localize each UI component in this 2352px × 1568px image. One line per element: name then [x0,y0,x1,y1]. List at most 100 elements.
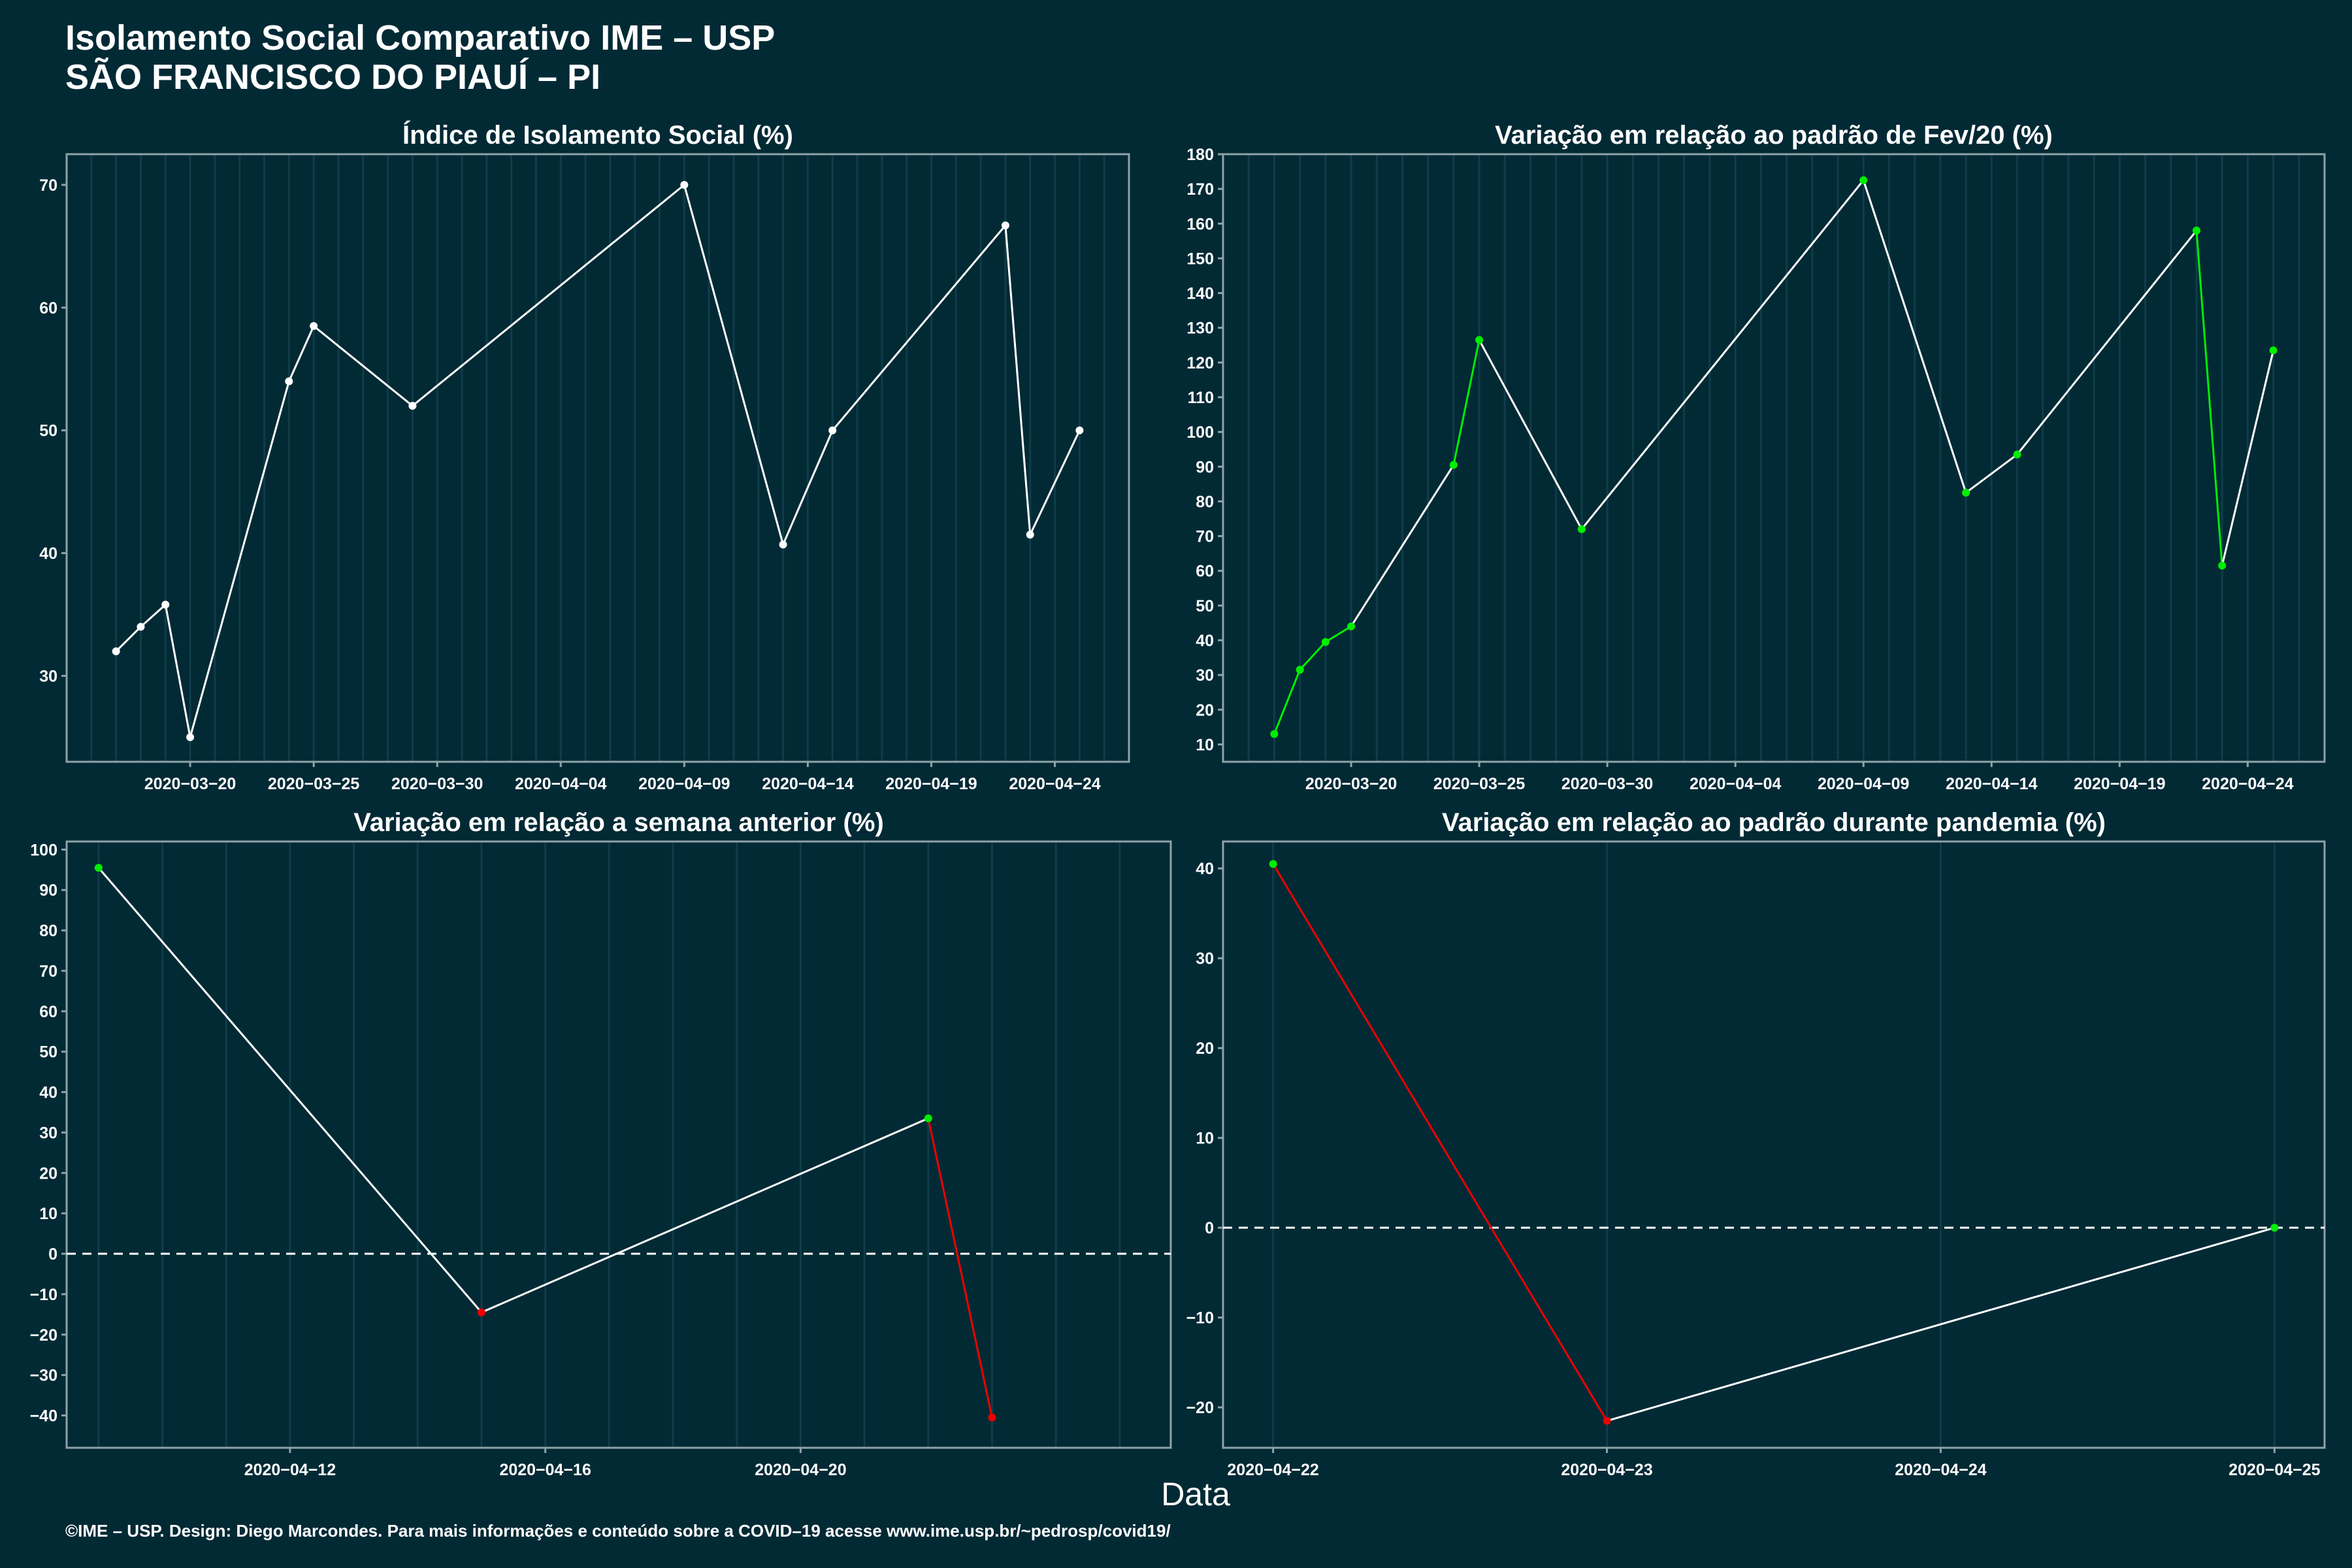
series-segment [683,184,785,545]
data-point [137,623,145,631]
y-tick-label: −20 [30,1326,57,1345]
y-tick-label: 30 [39,667,57,685]
data-point [2270,1224,2279,1232]
y-tick-label: 40 [39,545,57,563]
y-tick-label: 30 [1196,950,1214,968]
chart-panel-2: Variação em relação ao padrão de Fev/20 … [1186,121,2326,793]
y-tick-label: 70 [39,962,57,981]
x-tick-label: 2020−04−20 [755,1461,846,1479]
series-segment [1272,863,1608,1422]
data-point [1269,860,1277,868]
footer-credits: ©IME – USP. Design: Diego Marcondes. Par… [65,1521,1171,1541]
data-point [1321,638,1330,646]
data-point [2269,346,2278,355]
y-tick-label: 20 [1196,1039,1214,1058]
y-tick-label: 80 [1196,493,1214,511]
data-point [2192,226,2200,235]
panel-title: Variação em relação ao padrão de Fev/20 … [1495,121,2053,150]
y-tick-label: 180 [1186,146,1214,164]
x-tick-label: 2020−04−24 [1009,775,1101,793]
series-segment [2195,230,2223,566]
data-point [186,733,195,742]
data-point [779,540,787,549]
data-point [477,1308,485,1316]
y-tick-label: 140 [1186,285,1214,303]
y-tick-label: 20 [39,1164,57,1183]
y-tick-label: 80 [39,922,57,940]
series-segment [1004,225,1032,535]
chart-panel-1: Índice de Isolamento Social (%) 30 40 50 60 7… [39,120,1130,793]
series-segment [1452,340,1480,465]
y-tick-label: 40 [39,1084,57,1102]
x-axis-title: Data [1161,1476,1230,1512]
series-segment [97,867,483,1313]
data-point [924,1114,932,1122]
y-tick-label: 10 [1196,1130,1214,1148]
series-segment [1965,453,2018,494]
y-tick-label: 100 [1186,423,1214,442]
y-tick-label: −20 [1186,1399,1214,1417]
x-tick-label: 2020−04−24 [2202,775,2294,793]
x-tick-label: 2020−03−30 [391,775,483,793]
y-tick-label: 40 [1196,632,1214,650]
x-tick-label: 2020−04−14 [1946,775,2038,793]
y-tick-label: 50 [1196,597,1214,615]
x-tick-label: 2020−04−24 [1895,1461,1987,1479]
chart-panel-4: Variação em relação ao padrão durante pa… [1186,808,2326,1479]
panel-border [1222,840,2326,1449]
series-segment [164,604,191,738]
series-segment [189,381,290,738]
panel-title: Variação em relação a semana anterior (%… [353,808,884,837]
x-tick-label: 2020−03−25 [268,775,360,793]
y-tick-label: 150 [1186,250,1214,268]
series-segment [1325,625,1352,643]
series-segment [1478,339,1583,530]
series-segment [412,184,685,407]
series-segment [1607,1226,2275,1422]
data-point [1001,221,1009,229]
y-tick-label: 0 [1205,1219,1214,1237]
series-segment [1350,464,1455,627]
data-point [988,1413,996,1422]
y-tick-label: −40 [30,1407,57,1426]
chart-title-line2: SÃO FRANCISCO DO PIAUÍ – PI [65,57,601,97]
data-point [2218,561,2227,570]
series-segment [1299,641,1326,671]
y-tick-label: 10 [1196,736,1214,754]
x-tick-label: 2020−04−19 [885,775,977,793]
y-tick-label: 30 [1196,666,1214,685]
series-segment [2221,350,2275,566]
y-tick-label: 70 [39,176,57,195]
x-tick-label: 2020−04−12 [244,1461,336,1479]
y-tick-label: 90 [39,881,57,900]
y-tick-label: 130 [1186,319,1214,338]
x-tick-label: 2020−04−04 [1690,775,1782,793]
x-tick-label: 2020−04−19 [2074,775,2165,793]
x-tick-label: 2020−04−14 [762,775,854,793]
series-segment [140,604,167,628]
x-tick-label: 2020−04−09 [638,775,730,793]
y-tick-label: 90 [1196,458,1214,476]
data-point [1962,489,1970,497]
data-point [1296,666,1304,674]
panel-title: Índice de Isolamento Social (%) [402,120,793,150]
data-point [112,647,120,655]
data-point [1347,622,1356,630]
data-point [1475,336,1484,344]
y-tick-label: 20 [1196,701,1214,719]
data-point [1026,531,1034,539]
y-tick-label: 120 [1186,354,1214,372]
y-tick-label: 50 [39,422,57,440]
data-point [1859,176,1868,184]
series-segment [782,430,834,546]
x-tick-label: 2020−03−25 [1433,775,1526,793]
y-tick-label: 50 [39,1043,57,1062]
data-point [408,402,417,410]
y-tick-label: 170 [1186,180,1214,199]
series-segment [481,1117,929,1314]
x-tick-label: 2020−04−16 [499,1461,591,1479]
series-segment [927,1118,993,1418]
panel-border [65,153,1130,763]
data-point [310,322,318,331]
